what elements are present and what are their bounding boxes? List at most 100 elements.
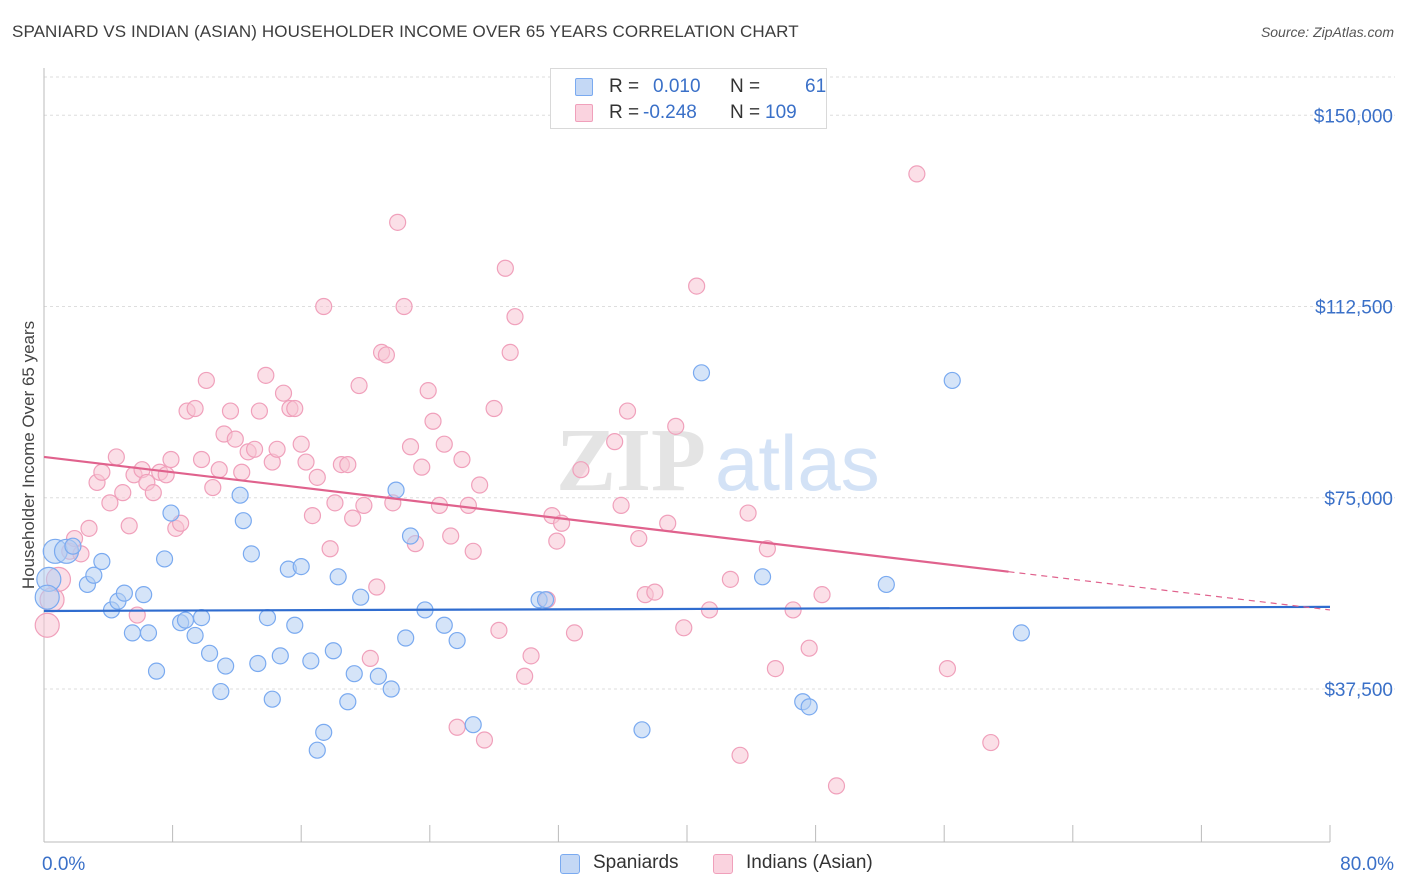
data-point-spaniards [93,552,111,571]
data-point-spaniards [258,608,277,627]
data-point-spaniards [34,584,60,610]
data-point-indians-asian [827,777,846,795]
data-point-spaniards [271,647,289,665]
data-point-spaniards [315,723,333,741]
data-point-indians-asian [548,532,566,550]
data-point-indians-asian [274,384,293,402]
data-point-indians-asian [257,366,275,384]
y-axis-label: Householder Income Over 65 years [19,320,38,590]
data-point-indians-asian [606,433,624,451]
legend-n-label: N = [730,76,761,97]
data-point-indians-asian [731,746,749,764]
data-point-indians-asian [128,606,146,624]
bottom-legend-swatch-blue [560,854,580,874]
data-point-indians-asian [355,496,373,514]
data-point-indians-asian [226,430,244,448]
axes [43,68,1331,843]
data-point-indians-asian [496,259,514,277]
data-point-indians-asian [297,453,315,471]
data-point-indians-asian [204,478,222,497]
data-point-indians-asian [459,496,477,514]
data-point-indians-asian [471,476,489,494]
data-point-indians-asian [326,494,344,512]
data-point-spaniards [231,486,249,504]
data-point-spaniards [753,568,772,586]
data-point-indians-asian [630,529,648,548]
data-point-indians-asian [350,376,368,395]
data-point-spaniards [115,584,133,602]
data-point-spaniards [448,631,466,650]
data-point-spaniards [162,504,180,522]
grid-lines [44,76,1395,690]
data-point-spaniards [382,680,400,698]
data-point-indians-asian [210,461,228,479]
data-point-spaniards [877,575,895,594]
data-point-indians-asian [485,399,503,418]
data-point-indians-asian [612,496,630,514]
trend-line-indians-asian-extension [1008,571,1331,611]
data-point-spaniards [345,665,363,683]
legend-n-value: 61 [805,76,827,97]
series-spaniards-points [34,364,1030,759]
data-point-indians-asian [646,583,664,601]
data-point-spaniards [329,568,347,586]
data-point-spaniards [339,693,357,711]
data-point-indians-asian [303,506,322,525]
data-point-indians-asian [292,435,310,453]
data-point-indians-asian [321,540,339,558]
data-point-spaniards [692,364,711,382]
legend-r-label: R = [609,102,640,123]
chart-title: SPANIARD VS INDIAN (ASIAN) HOUSEHOLDER I… [12,22,799,41]
data-point-indians-asian [813,586,831,604]
data-point-indians-asian [245,440,264,458]
data-point-indians-asian [419,382,437,400]
data-point-indians-asian [800,639,818,657]
data-point-indians-asian [565,624,584,642]
data-point-indians-asian [413,458,431,476]
data-point-indians-asian [162,450,180,469]
data-point-spaniards [292,557,310,576]
data-point-indians-asian [758,540,776,558]
data-point-spaniards [85,566,103,584]
data-point-indians-asian [739,504,757,522]
legend-swatch-pink [575,104,593,122]
data-point-indians-asian [675,619,693,637]
trend-line-indians-asian [43,455,1009,573]
data-point-indians-asian [157,466,175,484]
legend-r-label: R = [609,76,640,97]
data-point-spaniards [401,527,420,545]
data-point-indians-asian [659,514,677,532]
data-point-spaniards [369,667,387,685]
trend-lines [43,455,1331,613]
data-point-indians-asian [395,297,413,316]
data-point-indians-asian [186,399,204,418]
data-point-spaniards [387,481,405,499]
data-point-indians-asian [93,463,111,481]
data-point-indians-asian [501,343,519,361]
legend-r-value: 0.010 [653,76,701,97]
data-point-indians-asian [784,601,802,619]
data-point-spaniards [200,644,219,662]
data-point-indians-asian [464,542,482,560]
data-point-indians-asian [197,371,215,390]
data-point-spaniards [397,629,415,647]
y-tick-label: $112,500 [1315,298,1393,319]
data-point-spaniards [212,682,230,701]
data-point-spaniards [155,550,174,568]
data-point-indians-asian [268,440,286,458]
data-point-indians-asian [490,621,508,639]
data-point-indians-asian [101,494,119,512]
data-point-spaniards [464,716,482,734]
y-tick-label: $37,500 [1324,680,1393,701]
data-point-indians-asian [401,438,420,456]
watermark-atlas: atlas [715,419,880,507]
data-point-indians-asian [368,578,386,596]
data-point-indians-asian [516,667,534,685]
data-point-spaniards [302,652,320,670]
data-point-indians-asian [721,570,740,588]
bottom-legend-swatch-pink [713,854,733,874]
data-point-indians-asian [250,402,269,420]
data-point-indians-asian [475,731,494,749]
data-point-indians-asian [938,659,957,678]
data-point-spaniards [1012,624,1030,642]
